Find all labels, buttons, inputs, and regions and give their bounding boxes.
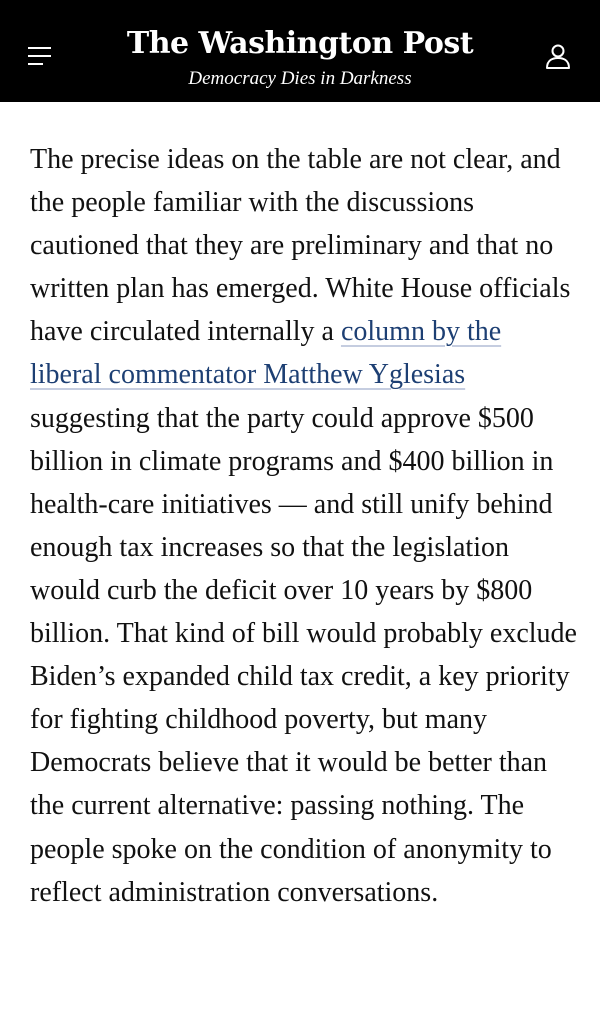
user-account-icon[interactable] <box>544 42 572 70</box>
site-logo[interactable]: The Washington Post <box>126 26 474 61</box>
article-text: suggesting that the party could approve … <box>30 402 577 908</box>
article-link[interactable]: column by the liberal commentator Matthe… <box>30 316 502 391</box>
article-paragraph: The precise ideas on the table are not c… <box>30 138 578 914</box>
site-header: The Washington Post Democracy Dies in Da… <box>0 0 600 102</box>
site-tagline: Democracy Dies in Darkness <box>188 68 412 89</box>
article-text: The precise ideas on the table are not c… <box>30 144 571 348</box>
hamburger-menu-icon[interactable] <box>26 44 54 68</box>
